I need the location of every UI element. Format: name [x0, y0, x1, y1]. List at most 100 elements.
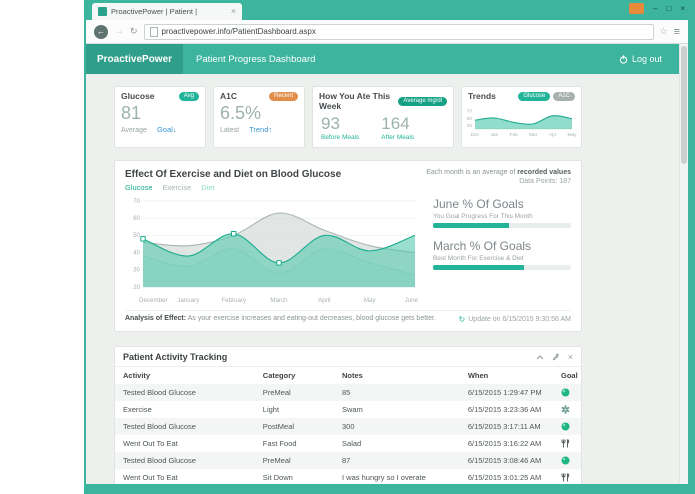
column-header-goal[interactable]: Goal	[553, 366, 581, 384]
chart-legend: Glucose Exercise Diet	[125, 183, 341, 192]
browser-menu-icon[interactable]: ≡	[673, 25, 680, 38]
column-header-activity[interactable]: Activity	[115, 366, 255, 384]
svg-text:70: 70	[133, 198, 140, 205]
scrollbar-thumb[interactable]	[681, 46, 687, 164]
goal-block-june: June % Of Goals You Goal Progress For Th…	[433, 197, 571, 228]
glucose-average-label: Average	[121, 126, 147, 134]
svg-text:Mar: Mar	[529, 132, 538, 138]
update-timestamp: Update on 6/15/2015 9:30:56 AM	[468, 316, 571, 323]
cell-notes: Swam	[342, 405, 363, 414]
glucose-value: 81	[121, 103, 142, 123]
nav-dashboard-label[interactable]: Patient Progress Dashboard	[196, 53, 316, 65]
trends-glucose-toggle[interactable]: Glucose	[518, 91, 551, 101]
legend-item-exercise[interactable]: Exercise	[162, 183, 192, 192]
svg-text:June: June	[405, 297, 419, 304]
a1c-value: 6.5%	[220, 103, 262, 123]
back-button[interactable]: ←	[94, 24, 108, 39]
tab-strip: ProactivePower | Patient | × – □ ×	[86, 0, 688, 20]
refresh-button[interactable]: ↻	[130, 26, 138, 36]
after-meals-value: 164	[381, 114, 410, 133]
utensils-goal-icon	[553, 435, 581, 452]
before-meals-label: Before Meals	[321, 134, 360, 142]
avg-badge: Avg	[178, 91, 199, 101]
goal-block-march: March % Of Goals Best Month For Exercise…	[433, 239, 571, 270]
june-goal-progress-fill	[433, 223, 509, 228]
cell-activity: Tested Blood Glucose	[123, 422, 196, 431]
goals-panel: June % Of Goals You Goal Progress For Th…	[421, 195, 571, 305]
a1c-latest-label: Latest	[220, 126, 240, 134]
cell-when: 6/15/2015 3:17:11 AM	[467, 422, 541, 431]
cell-notes: Salad	[342, 439, 362, 448]
page-icon	[149, 26, 158, 37]
activity-row: Went Out To Eat Fast Food Salad 6/15/2015 3…	[115, 435, 581, 452]
cell-activity: Exercise	[123, 405, 152, 414]
svg-text:60: 60	[133, 215, 140, 222]
trend-link[interactable]: Trend↑	[249, 124, 273, 134]
circle-goal-icon	[553, 418, 581, 435]
legend-item-diet[interactable]: Diet	[201, 183, 215, 192]
column-header-notes[interactable]: Notes	[334, 366, 460, 384]
svg-text:February: February	[221, 297, 247, 304]
power-icon	[619, 54, 628, 64]
tab-close-icon[interactable]: ×	[230, 6, 236, 16]
arrow-up-icon: ↑	[268, 124, 273, 134]
svg-text:50: 50	[133, 232, 140, 239]
window-minimize-icon[interactable]: –	[653, 3, 658, 13]
bookmark-star-icon[interactable]: ☆	[659, 26, 668, 36]
window-close-icon[interactable]: ×	[680, 3, 685, 13]
legend-item-glucose[interactable]: Glucose	[125, 183, 153, 192]
logout-button[interactable]: Log out	[619, 54, 662, 64]
panel-close-icon[interactable]: ×	[567, 352, 573, 362]
cell-category: Fast Food	[262, 439, 297, 448]
svg-text:May: May	[364, 297, 377, 304]
favicon-icon	[98, 7, 107, 16]
svg-text:40: 40	[133, 249, 140, 256]
goal-link[interactable]: Goal↓	[156, 124, 177, 134]
recent-badge: Recent	[268, 91, 298, 101]
svg-text:Jan: Jan	[491, 132, 499, 138]
svg-text:December: December	[139, 297, 168, 304]
trends-a1c-toggle[interactable]: A1C	[553, 91, 575, 101]
svg-text:January: January	[177, 297, 200, 304]
stat-cards-row: Glucose Avg 81 Average Goal↓ A1C	[114, 86, 582, 148]
cell-category: PreMeal	[262, 388, 291, 397]
settings-wrench-icon[interactable]	[552, 353, 560, 361]
cell-when: 6/15/2015 3:16:22 AM	[467, 439, 542, 448]
refresh-status-icon: ↻	[458, 315, 466, 324]
cell-category: Sit Down	[262, 473, 293, 482]
cell-notes: 87	[342, 456, 351, 465]
svg-text:70: 70	[467, 109, 473, 115]
data-points-label: Data Points: 187	[519, 178, 571, 185]
extension-badge-icon[interactable]	[629, 3, 645, 14]
activity-card-title: Patient Activity Tracking	[123, 352, 228, 362]
svg-text:Dec: Dec	[471, 132, 480, 138]
window-maximize-icon[interactable]: □	[666, 3, 672, 13]
after-meals-stat: 164 After Meals	[381, 114, 414, 141]
activity-card: Patient Activity Tracking ×	[114, 346, 582, 484]
cell-notes: I was hungry so I overate	[342, 473, 426, 482]
cell-activity: Tested Blood Glucose	[123, 388, 196, 397]
march-goal-progress-bar	[433, 265, 571, 270]
column-header-category[interactable]: Category	[254, 366, 335, 384]
june-goal-subtitle: You Goal Progress For This Month	[433, 213, 533, 220]
page-body: Glucose Avg 81 Average Goal↓ A1C	[86, 74, 688, 484]
address-bar[interactable]: proactivepower.info/PatientDashboard.asp…	[143, 23, 654, 40]
forward-button[interactable]: →	[114, 26, 124, 37]
cell-category: PreMeal	[262, 456, 291, 465]
effect-chart-card: Effect Of Exercise and Diet on Blood Glu…	[114, 160, 582, 332]
cell-when: 6/15/2015 1:29:47 PM	[467, 388, 542, 397]
page-scrollbar[interactable]	[679, 44, 688, 484]
march-goal-title: March % Of Goals	[433, 239, 532, 253]
chart-title: Effect Of Exercise and Diet on Blood Glu…	[125, 169, 342, 180]
browser-tab[interactable]: ProactivePower | Patient | ×	[92, 3, 242, 20]
table-header-row: Activity Category Notes When Goal	[115, 366, 581, 384]
brand-logo[interactable]: ProactivePower	[86, 44, 184, 74]
svg-text:Apr: Apr	[549, 132, 557, 138]
column-header-when[interactable]: When	[459, 366, 554, 384]
collapse-chevron-icon[interactable]	[536, 354, 544, 360]
june-goal-title: June % Of Goals	[433, 197, 524, 211]
gear-goal-icon	[553, 401, 581, 418]
before-meals-value: 93	[321, 114, 340, 133]
